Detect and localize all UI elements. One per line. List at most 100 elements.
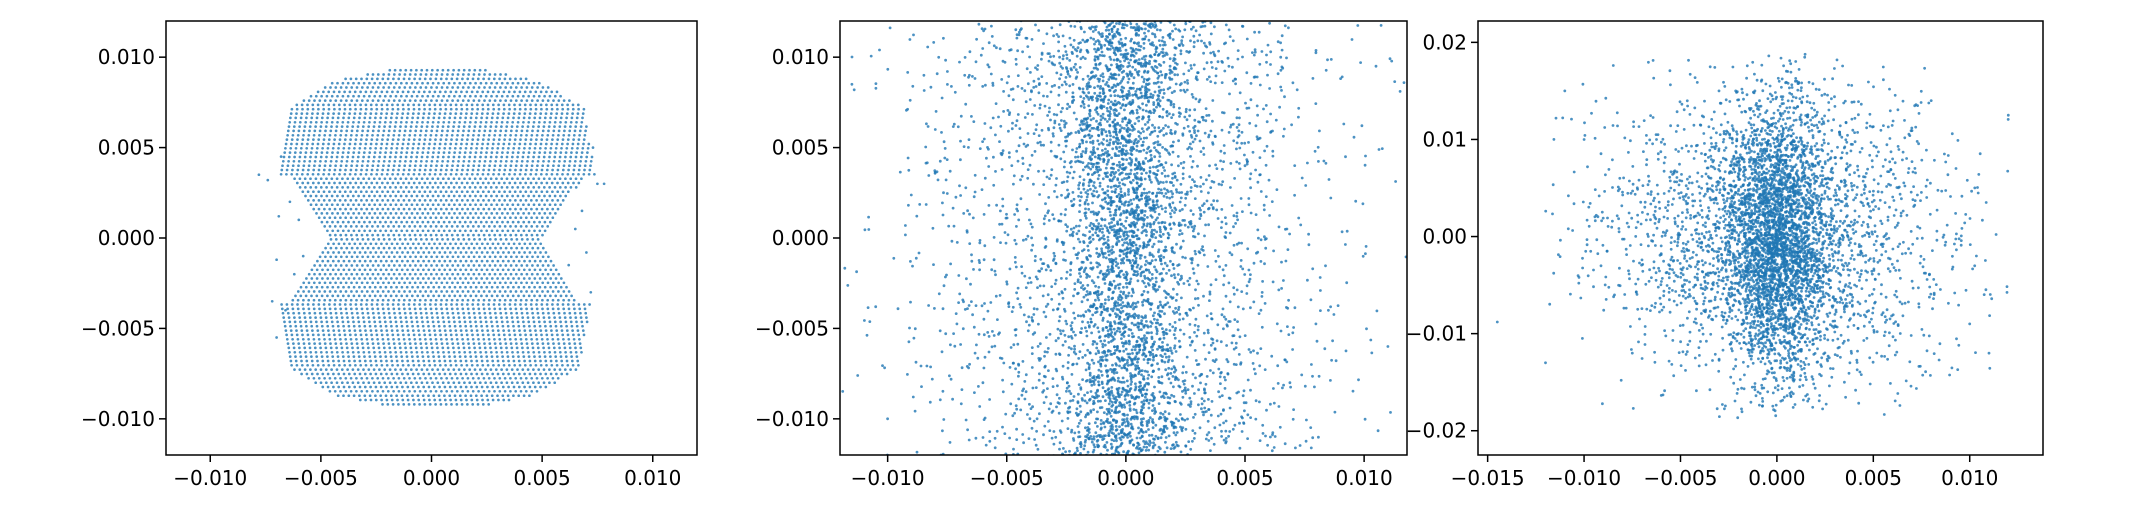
data-point	[490, 120, 493, 124]
data-point	[566, 303, 570, 306]
data-point	[432, 220, 435, 224]
data-point	[535, 337, 539, 341]
data-point	[467, 164, 470, 168]
data-point	[434, 337, 438, 341]
data-point	[429, 272, 433, 276]
data-point	[378, 350, 382, 354]
data-point	[525, 225, 528, 228]
data-point	[395, 285, 398, 289]
data-point	[392, 389, 395, 393]
data-point	[403, 73, 407, 76]
data-point	[442, 81, 446, 85]
data-point	[367, 125, 371, 128]
data-point	[474, 320, 477, 324]
data-point	[340, 129, 343, 133]
data-point	[470, 103, 474, 107]
data-point	[474, 203, 477, 207]
data-point	[399, 186, 403, 189]
data-point	[579, 316, 583, 319]
data-point	[504, 238, 508, 241]
data-point	[1119, 53, 1123, 56]
data-point	[326, 355, 329, 358]
data-point	[527, 350, 530, 354]
data-point	[501, 285, 505, 289]
data-point	[1255, 104, 1259, 108]
data-point	[395, 146, 399, 150]
data-point	[435, 159, 439, 163]
data-point	[813, 164, 816, 167]
data-point	[407, 168, 411, 172]
data-point	[449, 333, 453, 337]
data-point	[532, 350, 536, 354]
data-point	[333, 225, 337, 228]
data-point	[1019, 305, 1023, 309]
data-point	[401, 359, 404, 363]
data-point	[386, 337, 390, 341]
data-point	[377, 255, 380, 259]
data-point	[314, 177, 318, 181]
data-point	[490, 324, 494, 328]
data-point	[435, 164, 438, 168]
data-point	[497, 103, 500, 107]
data-point	[437, 324, 441, 328]
data-point	[493, 99, 497, 102]
data-point	[578, 164, 582, 168]
data-point	[477, 272, 481, 276]
data-point	[386, 333, 389, 337]
data-point	[340, 311, 343, 315]
data-point	[328, 290, 332, 293]
data-point	[333, 337, 337, 341]
data-point	[506, 220, 510, 224]
data-point	[505, 125, 509, 128]
data-point	[1016, 113, 1020, 116]
data-point	[306, 333, 310, 337]
data-point	[473, 177, 477, 181]
data-point	[541, 311, 545, 315]
data-point	[536, 246, 540, 250]
data-point	[1159, 303, 1163, 307]
data-point	[1035, 123, 1039, 127]
data-point	[416, 259, 420, 263]
data-point	[326, 294, 329, 298]
data-point	[308, 159, 312, 163]
data-point	[401, 142, 405, 146]
data-point	[448, 372, 452, 376]
data-point	[459, 146, 462, 150]
data-point	[442, 355, 446, 358]
data-point	[447, 94, 451, 98]
data-point	[345, 342, 348, 345]
data-point	[351, 350, 355, 354]
data-point	[374, 359, 378, 363]
data-point	[397, 207, 401, 211]
data-point	[1344, 155, 1347, 159]
data-point	[454, 385, 457, 389]
data-point	[285, 168, 289, 172]
data-point	[346, 125, 349, 128]
data-point	[384, 146, 388, 150]
data-point	[455, 337, 459, 341]
data-point	[441, 177, 445, 181]
data-point	[511, 294, 515, 298]
data-point	[543, 285, 547, 289]
data-point	[499, 311, 503, 315]
y-tick-label: 0.005	[98, 136, 155, 160]
data-point	[448, 251, 452, 254]
data-point	[338, 172, 341, 176]
data-point	[572, 138, 575, 141]
data-point	[1270, 449, 1274, 453]
data-point	[317, 190, 321, 194]
data-point	[501, 355, 504, 358]
data-point	[424, 281, 428, 285]
data-point	[417, 359, 420, 363]
data-point	[302, 133, 305, 137]
data-point	[300, 329, 304, 332]
data-point	[281, 164, 284, 168]
data-point	[493, 225, 496, 228]
data-point	[509, 133, 512, 137]
data-point	[514, 168, 517, 172]
data-point	[537, 368, 541, 371]
data-point	[293, 320, 297, 324]
data-point	[416, 229, 420, 233]
data-point	[544, 142, 548, 146]
data-point	[1272, 401, 1276, 405]
